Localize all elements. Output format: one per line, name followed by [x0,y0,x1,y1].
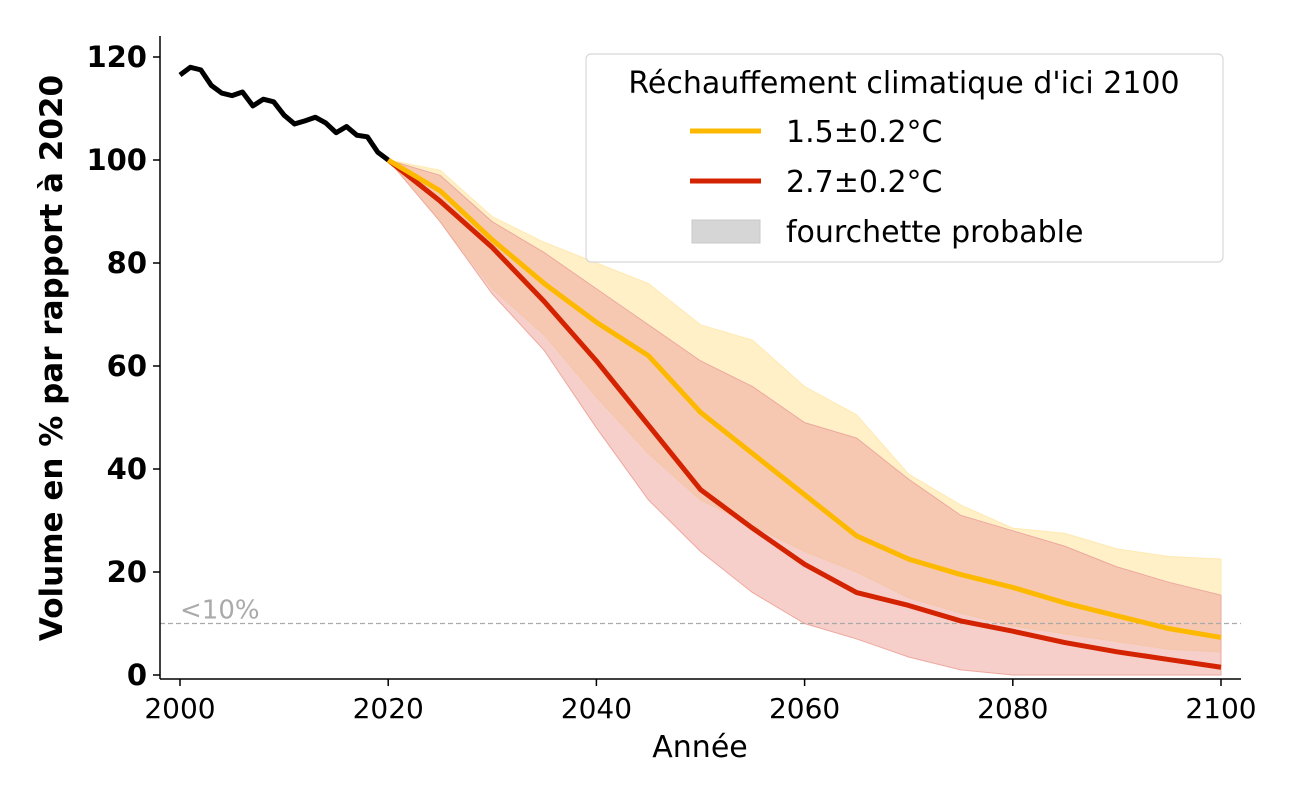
y-tick-label: 80 [107,246,147,280]
x-axis-label: Année [652,730,747,765]
historical-line [178,64,390,163]
legend-box [585,53,1224,263]
x-tick-label: 2080 [977,692,1048,725]
x-tick-label: 2100 [1185,692,1256,725]
x-tick-label: 2000 [144,692,215,725]
legend-label-1-5: 1.5±0.2°C [786,115,943,150]
legend-swatch-range [691,219,761,244]
legend-label-range: fourchette probable [786,215,1083,250]
x-tick-label: 2020 [353,692,424,725]
series-line-0 [386,157,1222,640]
legend-title: Réchauffement climatique d'ici 2100 [628,66,1179,101]
legend: Réchauffement climatique d'ici 2100 1.5±… [585,53,1224,263]
x-tick-label: 2060 [769,692,840,725]
threshold-label: <10% [180,596,260,626]
x-tick-label: 2040 [561,692,632,725]
legend-label-2-7: 2.7±0.2°C [786,165,943,200]
y-tick-label: 0 [127,658,147,692]
lines [178,64,1222,670]
y-axis-label: Volume en % par rapport à 2020 [34,75,70,641]
series-line-1 [386,158,1222,670]
y-tick-label: 20 [107,555,147,589]
y-tick-label: 40 [107,452,147,486]
y-tick-label: 60 [107,349,147,383]
y-tick-label: 100 [86,143,147,177]
y-tick-label: 120 [86,40,147,74]
